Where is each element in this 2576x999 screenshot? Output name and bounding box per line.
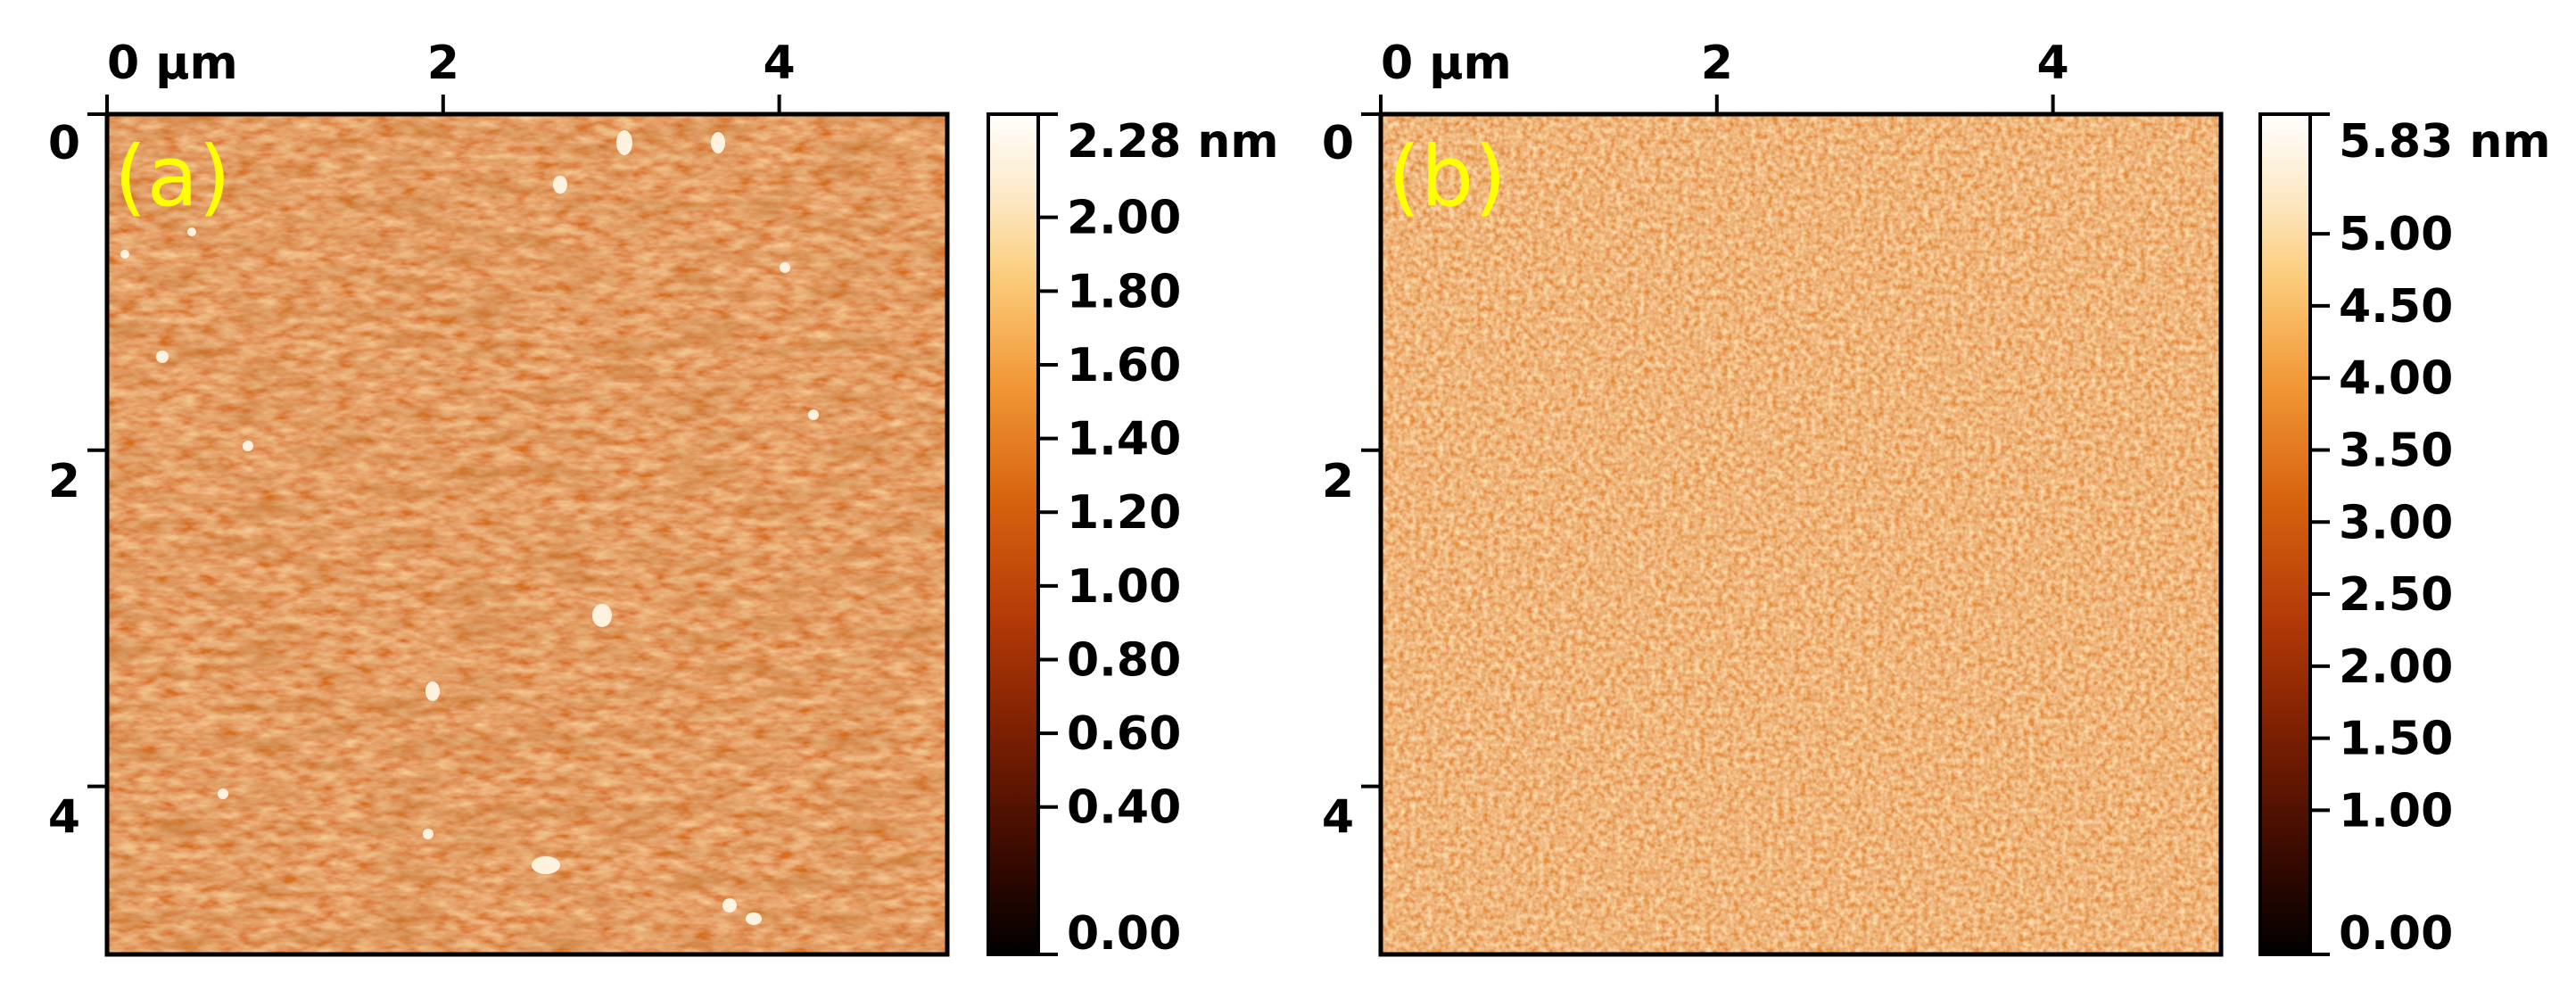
- colorbar-b: [2258, 112, 2312, 956]
- afm-panel-a: (a) 0 µm 2 4 0 2 4 2.28 nm 2.00 1.80 1.60 1.40 1.…: [48, 37, 1279, 961]
- y-tick-label: 4: [1322, 791, 1354, 845]
- bright-particle: [722, 898, 737, 912]
- colorbar-tick-label: 1.60: [1067, 339, 1181, 392]
- bright-particle: [711, 132, 725, 153]
- bright-particle: [553, 176, 567, 194]
- bright-particle: [425, 681, 440, 701]
- panel-label-a: (a): [114, 128, 231, 226]
- y-axis-ticks-b: 0 2 4: [1322, 112, 1381, 845]
- x-axis-ticks-a: 0 µm 2 4: [105, 37, 796, 114]
- colorbar-tick-label: 5.00: [2339, 208, 2453, 261]
- bright-particle: [532, 856, 560, 874]
- colorbar-ticks-a: 2.28 nm 2.00 1.80 1.60 1.40 1.20 1.00 0.80 0.60 0…: [1038, 112, 1279, 961]
- colorbar-tick-label: 2.00: [2339, 640, 2453, 694]
- bright-particle: [243, 441, 253, 451]
- colorbar-ticks-b: 5.83 nm 5.00 4.50 4.00 3.50 3.00 2.50 2.00 1.50 1…: [2310, 112, 2551, 961]
- x-tick-label: 2: [1701, 37, 1733, 90]
- panel-label-b: (b): [1388, 128, 1507, 226]
- colorbar-tick-label: 2.50: [2339, 568, 2453, 622]
- bright-particle: [156, 351, 169, 363]
- x-tick-label: 4: [2037, 37, 2069, 90]
- colorbar-tick-label: 0.80: [1067, 633, 1181, 687]
- bright-particle: [746, 912, 762, 925]
- colorbar-tick-label: 0.60: [1067, 707, 1181, 761]
- colorbar-tick-label: 2.00: [1067, 192, 1181, 245]
- bright-particle: [592, 604, 612, 627]
- colorbar-tick-label: 4.50: [2339, 280, 2453, 334]
- bright-particle: [218, 788, 228, 799]
- y-tick-label: 2: [48, 455, 80, 508]
- colorbar-tick-label: 4.00: [2339, 352, 2453, 406]
- y-tick-label: 4: [48, 791, 80, 845]
- y-tick-label: 0: [1322, 117, 1354, 170]
- bright-particle: [423, 829, 433, 839]
- bright-particle: [780, 262, 790, 273]
- x-tick-label: 0 µm: [1381, 37, 1512, 90]
- y-tick-label: 0: [48, 117, 80, 170]
- colorbar-tick-label: 1.50: [2339, 713, 2453, 766]
- colorbar-tick-label: 1.00: [1067, 560, 1181, 614]
- x-tick-label: 4: [764, 37, 796, 90]
- bright-particle: [808, 409, 819, 420]
- bright-particle: [187, 227, 196, 236]
- colorbar-tick-label: 3.50: [2339, 424, 2453, 477]
- afm-image-b: [1381, 114, 2221, 954]
- x-tick-label: 2: [427, 37, 459, 90]
- colorbar-tick-label: 5.83 nm: [2339, 115, 2551, 169]
- colorbar-a: [987, 112, 1040, 956]
- colorbar-tick-label: 0.00: [2339, 907, 2453, 961]
- bright-particle: [616, 130, 632, 155]
- x-tick-label: 0 µm: [107, 37, 238, 90]
- x-axis-ticks-b: 0 µm 2 4: [1379, 37, 2069, 114]
- afm-panel-b: (b) 0 µm 2 4 0 2 4 5.83 nm 5.00 4.50 4.00 3.50 3.…: [1322, 37, 2551, 961]
- image-frame-b: [1378, 111, 2224, 957]
- colorbar-tick-label: 1.40: [1067, 413, 1181, 466]
- colorbar-tick-label: 1.80: [1067, 265, 1181, 318]
- colorbar-tick-label: 3.00: [2339, 496, 2453, 549]
- colorbar-tick-label: 0.40: [1067, 781, 1181, 835]
- bright-particle: [120, 250, 129, 259]
- colorbar-tick-label: 2.28 nm: [1067, 115, 1279, 169]
- y-axis-ticks-a: 0 2 4: [48, 112, 107, 845]
- colorbar-tick-label: 0.00: [1067, 907, 1181, 961]
- colorbar-tick-label: 1.00: [2339, 784, 2453, 838]
- image-frame-a: [104, 111, 950, 957]
- colorbar-tick-label: 1.20: [1067, 486, 1181, 540]
- afm-image-a: [107, 114, 947, 954]
- bright-particles-a: [120, 130, 819, 925]
- y-tick-label: 2: [1322, 455, 1354, 508]
